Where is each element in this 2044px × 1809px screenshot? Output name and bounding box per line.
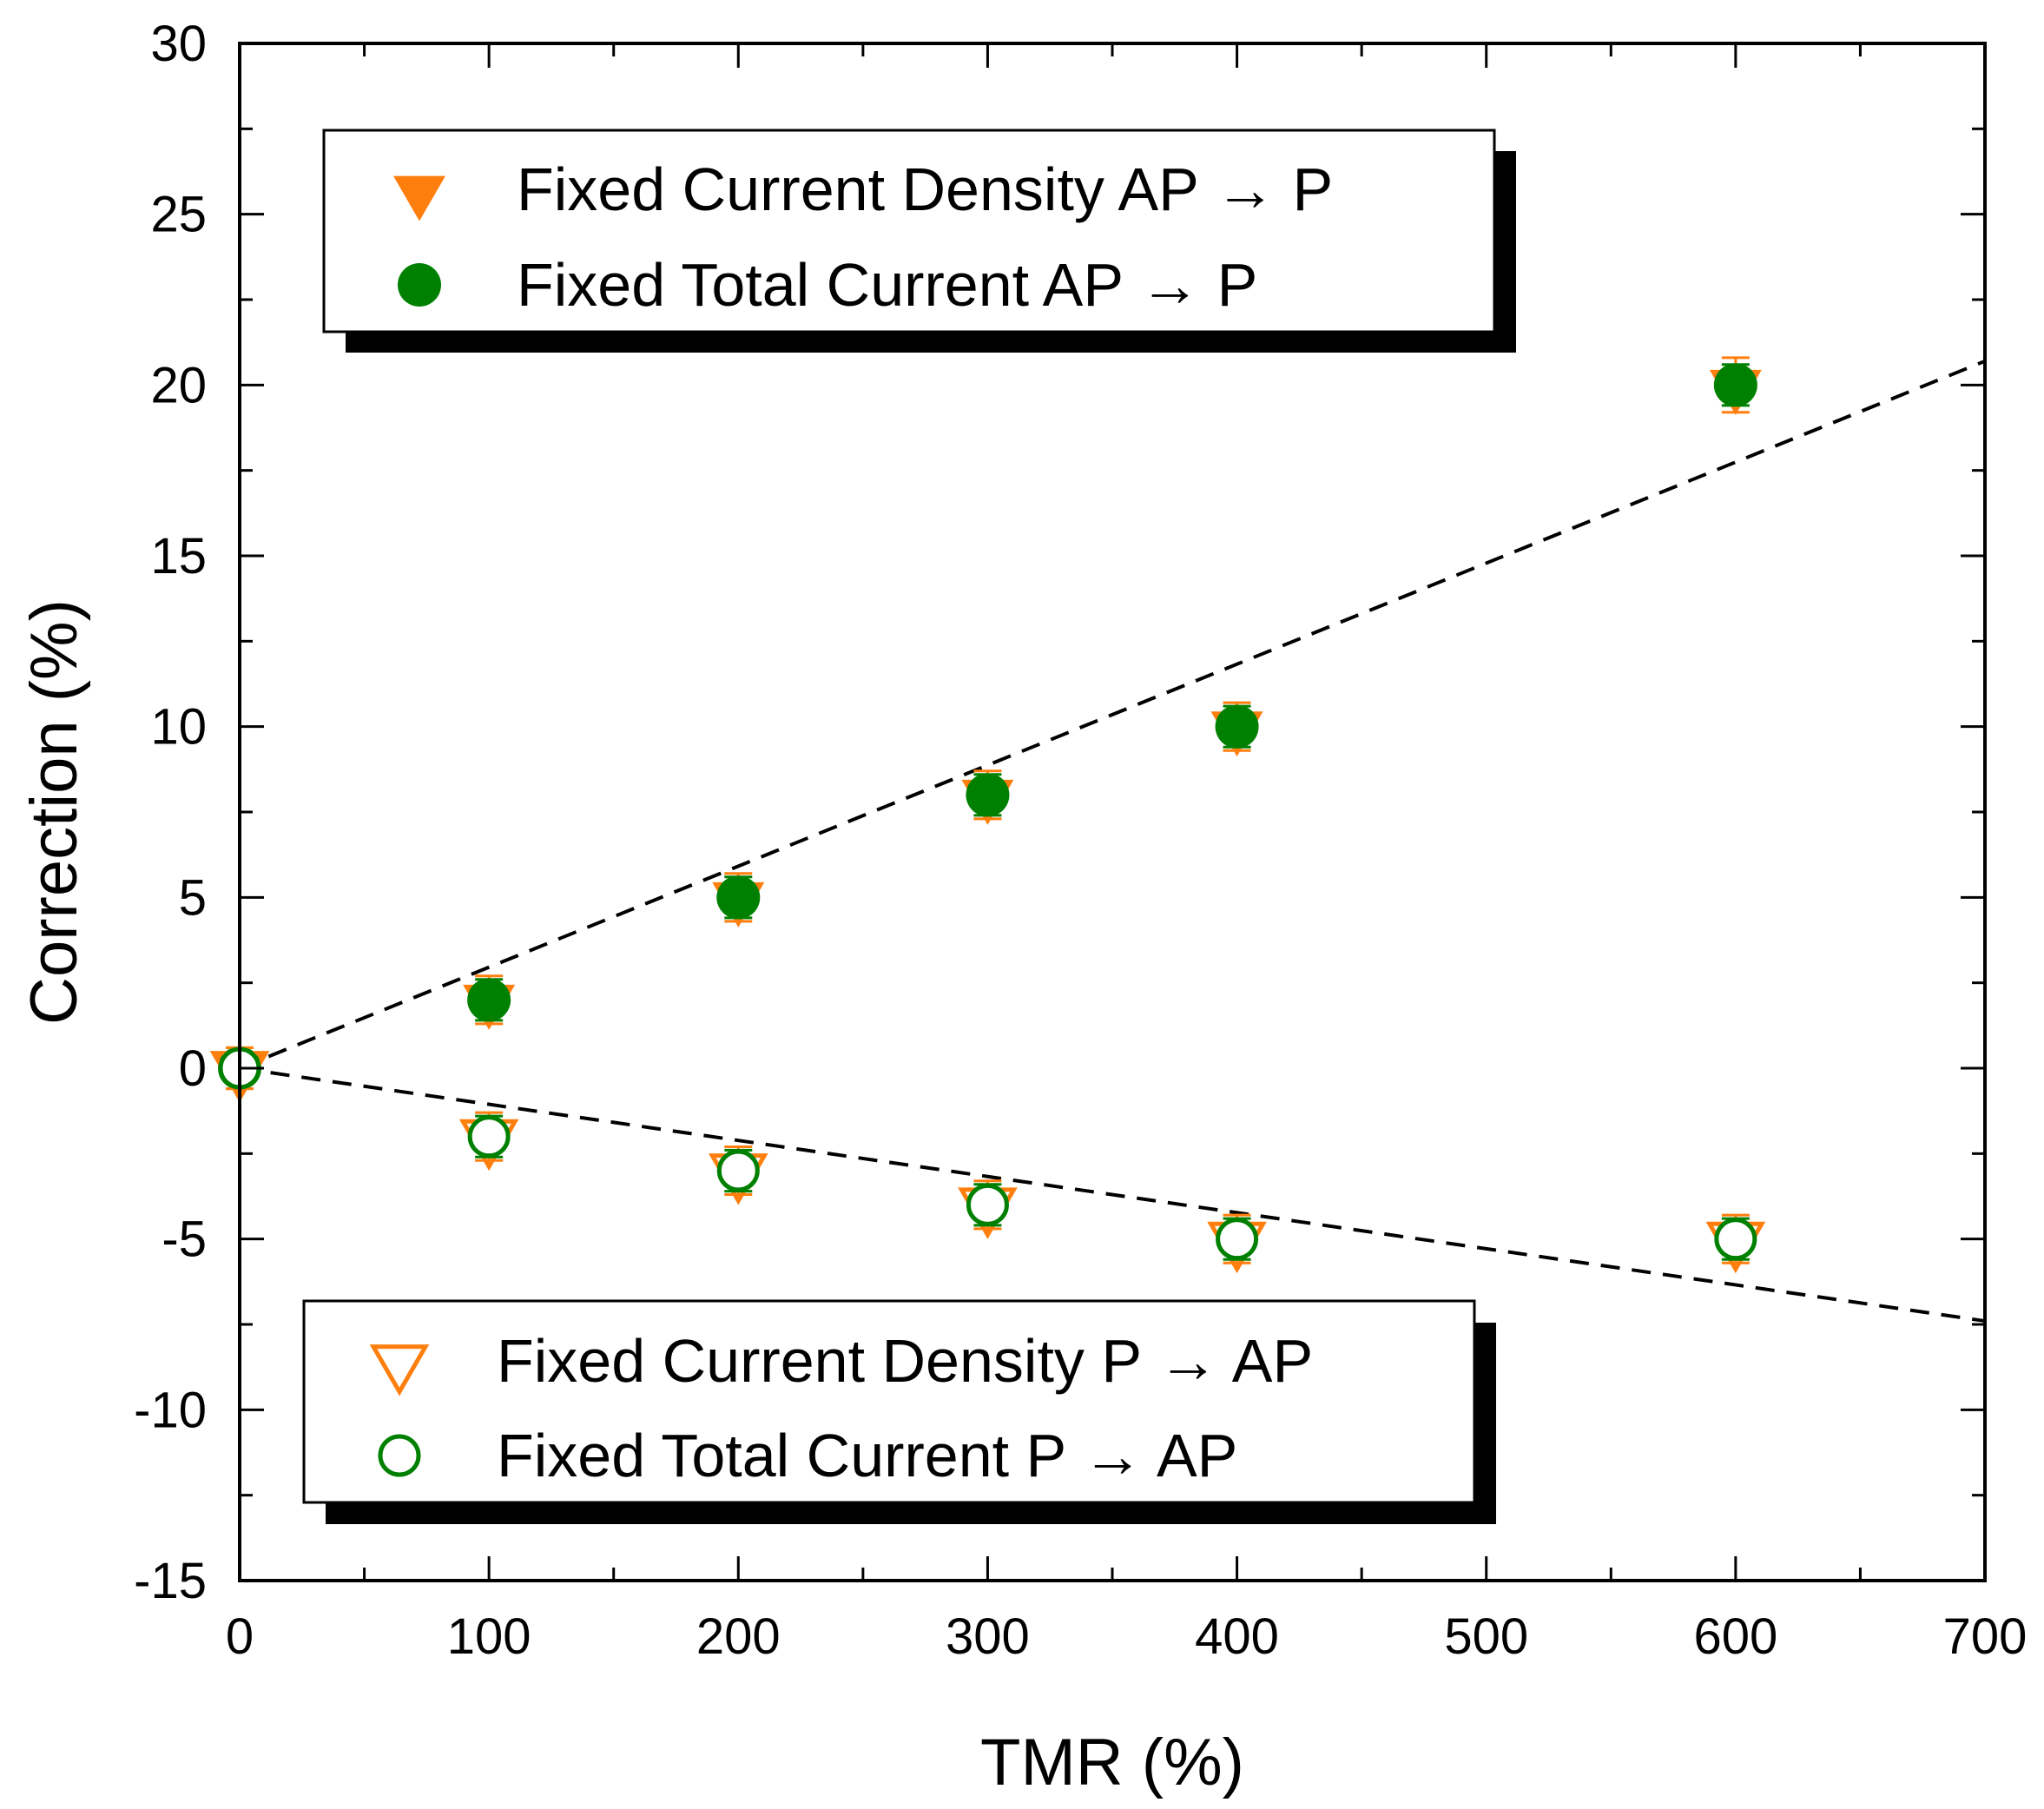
x-tick-label: 0: [226, 1608, 254, 1665]
legend-label-density-ap-p: Fixed Current Density AP → P: [517, 155, 1333, 223]
data-point-total-p-ap: [467, 1115, 511, 1159]
x-tick-label: 400: [1195, 1608, 1279, 1665]
x-tick-label: 700: [1943, 1608, 2028, 1665]
legend-label-total-p-ap: Fixed Total Current P → AP: [497, 1422, 1237, 1489]
y-tick-label: 25: [150, 187, 207, 243]
axis-ticks: 0 100 200 300 400 500 600 700 30 25 20 15 10 5 0 -5 -10 -…: [134, 16, 2027, 1665]
x-tick-label: 200: [696, 1608, 781, 1665]
legend-marker-triangle-open: [369, 1344, 430, 1396]
y-axis-title: Correction (%): [17, 599, 91, 1025]
legend-top-box: [322, 129, 1496, 333]
y-tick-label: 15: [150, 528, 207, 584]
data-point-total-ap-p: [966, 773, 1010, 817]
legend-top: Fixed Current Density AP → P Fixed Total…: [322, 129, 1516, 353]
data-point-total-ap-p: [716, 875, 761, 920]
x-tick-label: 500: [1444, 1608, 1528, 1665]
data-point-total-ap-p: [1713, 363, 1757, 407]
legend-bottom-box: [302, 1299, 1476, 1504]
y-tick-label: 20: [150, 357, 207, 413]
x-tick-label: 600: [1693, 1608, 1777, 1665]
y-tick-label: -10: [134, 1382, 207, 1438]
y-tick-label: -5: [162, 1212, 207, 1268]
x-tick-label: 100: [447, 1608, 531, 1665]
legend-label-density-p-ap: Fixed Current Density P → AP: [497, 1327, 1313, 1395]
legend-marker-triangle-filled: [393, 175, 445, 221]
data-point-total-p-ap: [966, 1183, 1009, 1226]
y-tick-label: 5: [179, 869, 207, 926]
legend-marker-circle-open: [378, 1434, 421, 1477]
x-tick-label: 300: [946, 1608, 1030, 1665]
upper-fit: [239, 359, 1986, 1070]
y-tick-label: 0: [179, 1040, 207, 1097]
legend-label-total-ap-p: Fixed Total Current AP → P: [517, 251, 1257, 319]
y-tick-label: 30: [150, 16, 207, 72]
y-tick-label: 10: [150, 699, 207, 756]
legend-bottom: Fixed Current Density P → AP Fixed Total…: [302, 1299, 1496, 1524]
data-point-total-p-ap: [1216, 1218, 1259, 1261]
y-tick-label: -15: [134, 1553, 207, 1609]
data-point-total-ap-p: [467, 978, 511, 1022]
lower-fit: [239, 1066, 1986, 1324]
data-point-total-p-ap: [1714, 1218, 1757, 1261]
legend-marker-circle-filled: [398, 263, 441, 307]
data-point-total-ap-p: [1215, 704, 1259, 749]
x-axis-title: TMR (%): [980, 1726, 1244, 1799]
fit-lines: [239, 359, 1986, 1324]
data-point-total-p-ap: [716, 1149, 760, 1192]
